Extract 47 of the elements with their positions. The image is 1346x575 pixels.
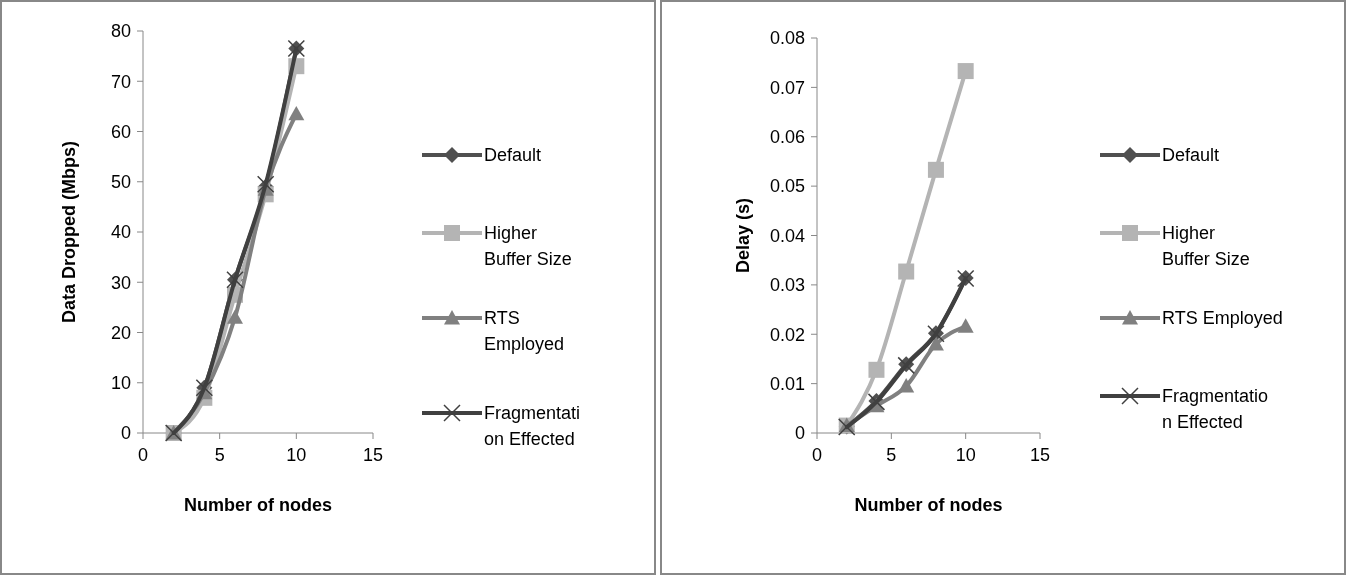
y-tick-label: 30 (110, 272, 131, 293)
y-tick-label: 0.08 (769, 28, 805, 49)
point (927, 161, 944, 178)
y-tick-label: 0 (120, 423, 131, 444)
point (957, 63, 974, 80)
point (957, 318, 974, 333)
y-axis-title: Data Dropped (Mbps) (59, 141, 79, 323)
x-tick-label: 0 (137, 445, 149, 465)
point (898, 263, 915, 280)
x-tick-label: 0 (811, 445, 823, 465)
legend-label: Fragmentation Effected (1162, 386, 1269, 432)
point (868, 361, 885, 378)
y-tick-label: 0 (794, 423, 805, 444)
legend-label: Higher Buffer Size (484, 223, 572, 269)
y-tick-label: 0.07 (769, 77, 805, 98)
x-tick-label: 10 (286, 445, 307, 465)
y-tick-label: 0.04 (769, 225, 805, 246)
legend-label: Higher Buffer Size (1162, 223, 1250, 269)
x-axis-title: Number of nodes (854, 495, 1003, 515)
y-tick-label: 50 (110, 172, 131, 193)
x-axis-title: Number of nodes (183, 495, 333, 515)
y-tick-label: 0.02 (769, 324, 805, 345)
y-tick-label: 70 (110, 71, 131, 92)
y-tick-label: 0.01 (769, 373, 805, 394)
legend-label: RTS Employed (1162, 308, 1283, 329)
y-tick-label: 0.05 (769, 176, 805, 197)
y-axis-title: Delay (s) (733, 197, 753, 274)
point (288, 105, 305, 121)
x-tick-label: 15 (362, 445, 384, 465)
point (898, 378, 915, 393)
x-tick-label: 5 (886, 445, 897, 465)
y-tick-label: 80 (110, 21, 131, 42)
x-tick-label: 10 (955, 445, 976, 465)
point (927, 336, 944, 351)
y-tick-label: 40 (110, 222, 131, 243)
y-tick-label: 0.03 (769, 275, 805, 296)
legend-label: Fragmentation Effected (484, 403, 581, 449)
y-tick-label: 20 (110, 322, 131, 343)
x-tick-label: 5 (214, 445, 225, 465)
y-tick-label: 60 (110, 121, 131, 142)
x-tick-label: 15 (1029, 445, 1051, 465)
y-tick-label: 0.06 (769, 127, 805, 148)
y-tick-label: 10 (110, 373, 131, 394)
legend-label: Default (484, 145, 542, 166)
legend-label: Default (1162, 145, 1220, 166)
legend-label: RTS Employed (484, 308, 565, 354)
point (227, 309, 243, 324)
